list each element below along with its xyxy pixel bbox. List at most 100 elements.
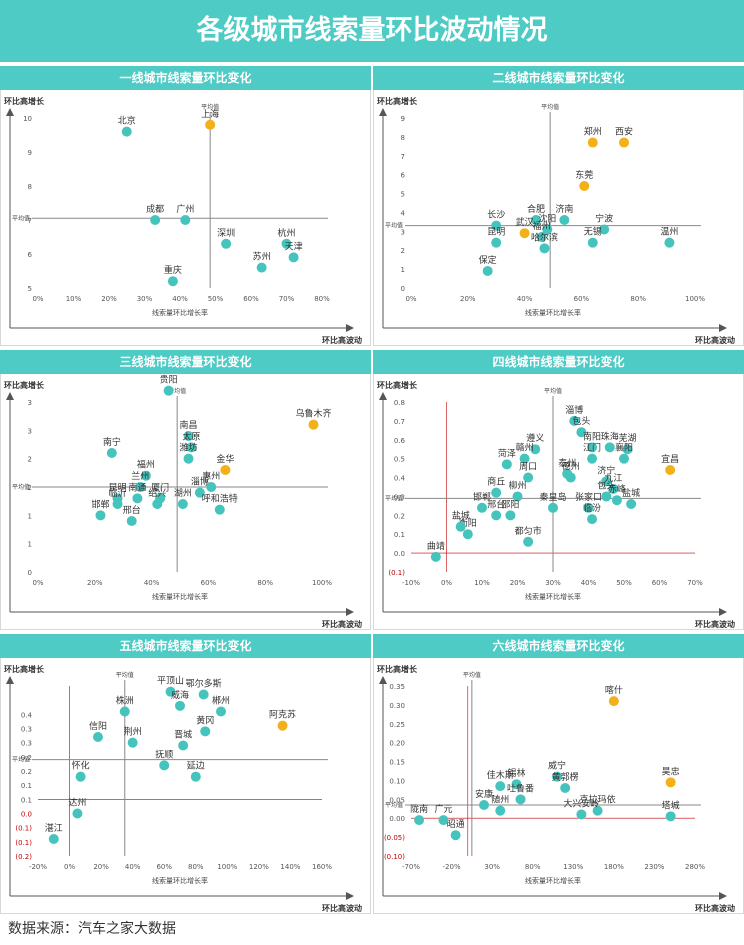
- y-tick-label: 1: [28, 512, 32, 520]
- data-point-label: 临沂: [109, 487, 127, 499]
- data-point-label: 江门: [583, 442, 601, 454]
- data-point: [308, 419, 319, 430]
- data-point: [599, 224, 610, 235]
- x-axis-tag: 环比高波动: [695, 619, 735, 629]
- y-tick-label: 0.10: [389, 777, 405, 785]
- x-axis-arrow-head: [719, 892, 727, 900]
- data-point: [587, 453, 598, 464]
- panel-header: [373, 634, 744, 658]
- y-tick-label: 0.35: [389, 683, 405, 691]
- average-label-y: 平均值: [12, 483, 30, 491]
- data-point-label: 秦皇岛: [539, 491, 566, 503]
- y-tick-label: (0.1): [15, 839, 32, 847]
- data-point-label: 深圳: [217, 228, 235, 239]
- data-point: [175, 700, 185, 711]
- x-tick-label: 30%: [137, 295, 153, 303]
- y-tick-label: 0.0: [21, 811, 32, 819]
- data-point-label: 阿克苏: [269, 709, 296, 721]
- y-tick-label: 2: [28, 456, 32, 464]
- y-tick-label: 0.3: [21, 740, 32, 748]
- data-point: [523, 472, 534, 483]
- data-point: [140, 470, 151, 481]
- data-point-label: 平顶山: [157, 676, 184, 687]
- data-point: [206, 482, 217, 492]
- data-point: [587, 442, 598, 453]
- data-point: [592, 805, 603, 816]
- y-tick-label: 3: [28, 427, 32, 435]
- y-tick-label: 7: [401, 153, 405, 161]
- x-tick-label: 40%: [581, 579, 597, 587]
- data-point: [256, 262, 267, 273]
- y-tick-label: 5: [28, 285, 32, 293]
- data-point-label: 商丘: [487, 476, 505, 488]
- data-point: [579, 181, 590, 191]
- average-label-x: 平均值: [116, 671, 134, 679]
- y-tick-label: 2: [28, 484, 32, 492]
- data-point-label: 呼和浩特: [202, 493, 238, 505]
- page-title: 各级城市线索量环比波动情况: [196, 15, 548, 46]
- data-point: [152, 499, 163, 509]
- data-point-label: 达州: [68, 797, 86, 809]
- data-point: [95, 510, 106, 521]
- data-point: [205, 119, 216, 130]
- data-point: [183, 453, 194, 464]
- data-point: [479, 800, 490, 810]
- data-point-label: 哈尔滨: [531, 231, 558, 243]
- data-point-label: 德州: [562, 461, 580, 473]
- data-point: [491, 487, 502, 498]
- data-point-label: 包头: [597, 479, 615, 491]
- y-tick-label: 0.1: [21, 782, 32, 790]
- x-axis-tag: 环比高波动: [695, 335, 735, 345]
- x-tick-label: 70%: [279, 295, 295, 303]
- data-point-label: 宁波: [595, 212, 613, 224]
- data-point-label: 都匀市: [515, 525, 542, 537]
- data-point-label: 信阳: [89, 720, 107, 732]
- data-point-label: 赤峰: [608, 484, 626, 495]
- x-axis-label: 线索量环比增长率: [152, 308, 208, 317]
- data-point: [119, 706, 130, 717]
- data-point-label: 张家口: [575, 491, 602, 503]
- y-tick-label: 0.30: [389, 702, 405, 710]
- data-point-label: 包头: [572, 415, 590, 427]
- average-label-y: 平均值: [385, 222, 403, 230]
- data-point: [587, 137, 598, 148]
- data-point: [163, 385, 174, 396]
- y-axis-arrow-head: [379, 392, 387, 400]
- x-axis-tag: 环比高波动: [322, 903, 362, 913]
- data-point-label: 邢台: [487, 498, 505, 510]
- data-point-label: 成都: [146, 203, 164, 215]
- y-tick-label: 5: [401, 191, 405, 199]
- average-label-y: 平均值: [385, 801, 403, 809]
- data-point-label: 黄冈: [196, 714, 214, 726]
- data-point-label: 南阳: [583, 430, 601, 442]
- data-point: [277, 720, 288, 731]
- chart-title: 三线城市线索量环比变化: [119, 355, 252, 369]
- data-point: [495, 781, 506, 792]
- x-axis-label: 线索量环比增长率: [152, 592, 208, 601]
- y-tick-label: 0.0: [394, 550, 405, 558]
- header-banner: [0, 0, 744, 62]
- data-point-label: 周口: [519, 462, 537, 473]
- y-tick-label: 0.2: [21, 768, 32, 776]
- data-point-label: 郴州: [212, 695, 230, 707]
- data-point: [530, 444, 541, 455]
- data-point-label: 威海: [171, 689, 189, 701]
- data-point: [216, 706, 227, 717]
- data-point: [491, 220, 502, 231]
- y-tick-label: 9: [401, 115, 405, 123]
- x-axis-arrow-head: [346, 324, 354, 332]
- data-point: [482, 266, 493, 276]
- x-tick-label: 60%: [201, 579, 217, 587]
- average-label-x: 平均值: [168, 387, 186, 395]
- average-label-y: 平均值: [385, 494, 403, 502]
- data-point: [178, 740, 189, 751]
- data-point: [560, 783, 571, 793]
- y-tick-label: 8: [401, 134, 405, 142]
- y-tick-label: 0.8: [394, 399, 405, 407]
- data-point: [121, 126, 132, 137]
- x-tick-label: -20%: [29, 863, 47, 871]
- x-tick-label: 20%: [93, 863, 109, 871]
- y-tick-label: 0.1: [21, 796, 32, 804]
- panel-border: [0, 374, 371, 630]
